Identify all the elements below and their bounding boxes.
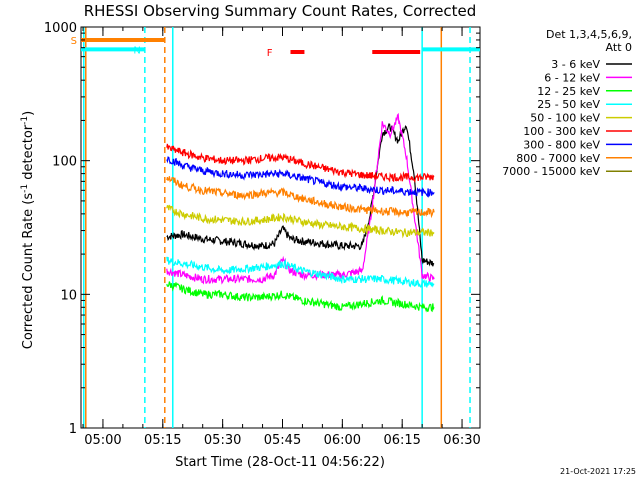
y-tick-label: 1 <box>69 422 77 437</box>
legend-label: 100 - 300 keV <box>523 125 600 138</box>
x-axis-ticks: 05:00 05:15 05:30 05:45 06:00 06:15 06:30 <box>82 27 481 448</box>
y-axis-label-end: ) <box>21 111 36 116</box>
x-tick-label: 06:00 <box>324 433 361 448</box>
legend-label: 7000 - 15000 keV <box>502 165 600 178</box>
legend-label: 6 - 12 keV <box>544 71 600 84</box>
y-axis-ticks: 1 10 100 1000 <box>44 21 480 437</box>
x-axis-label: Start Time (28-Oct-11 04:56:22) <box>175 455 385 470</box>
x-tick-label: 06:30 <box>443 433 480 448</box>
flag-markers: S N F <box>71 36 480 59</box>
y-axis-label: Corrected Count Rate (s-1 detector-1) <box>20 111 36 349</box>
y-tick-label: 10 <box>60 288 77 303</box>
series-lines <box>166 112 435 313</box>
y-axis-label-main: Corrected Count Rate (s <box>21 193 36 350</box>
x-tick-label: 05:45 <box>264 433 301 448</box>
plot-frame <box>80 26 481 429</box>
legend-label: 3 - 6 keV <box>551 58 600 71</box>
series-line-3-6-kev <box>166 123 435 267</box>
legend-label: 50 - 100 keV <box>530 112 600 125</box>
y-axis-label-sup2: -1 <box>20 116 30 125</box>
y-tick-label: 100 <box>52 155 77 170</box>
flag-label: S <box>71 36 77 47</box>
series-line-300-800-kev <box>166 156 435 198</box>
series-line-100-300-kev <box>166 143 435 184</box>
plot-border <box>80 26 481 429</box>
flag-label: F <box>267 48 273 59</box>
legend-label: 300 - 800 keV <box>523 138 600 151</box>
chart-title: RHESSI Observing Summary Count Rates, Co… <box>84 2 477 20</box>
x-tick-label: 05:15 <box>144 433 181 448</box>
x-tick-label: 06:15 <box>383 433 420 448</box>
legend-title-line2: Att 0 <box>606 41 632 54</box>
x-tick-label: 05:00 <box>84 433 121 448</box>
legend-label: 25 - 50 keV <box>537 98 600 111</box>
legend-label: 800 - 7000 keV <box>516 152 600 165</box>
x-tick-label: 05:30 <box>204 433 241 448</box>
legend-title-line1: Det 1,3,4,5,6,9, <box>546 28 632 41</box>
series-line-25-50-kev <box>166 256 435 289</box>
series-line-50-100-kev <box>166 204 435 239</box>
legend-label: 12 - 25 keV <box>537 85 600 98</box>
series-line-800-7000-kev <box>166 176 435 219</box>
y-axis-label-sup1: -1 <box>20 184 30 193</box>
y-axis-label-mid: detector <box>21 124 36 184</box>
vertical-marker-lines <box>83 27 471 428</box>
flag-label: N <box>133 45 140 56</box>
footer-timestamp: 21-Oct-2021 17:25 <box>560 467 636 476</box>
y-tick-label: 1000 <box>44 21 77 36</box>
series-line-12-25-kev <box>166 281 435 313</box>
series-line-6-12-kev <box>166 112 435 285</box>
